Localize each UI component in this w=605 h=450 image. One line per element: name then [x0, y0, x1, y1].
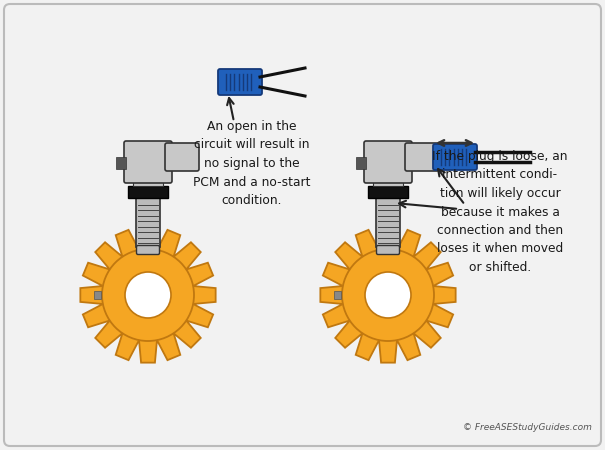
Polygon shape: [321, 227, 456, 363]
Circle shape: [342, 249, 434, 341]
Circle shape: [102, 249, 194, 341]
FancyBboxPatch shape: [433, 144, 477, 170]
Bar: [373, 181, 403, 186]
Bar: [128, 186, 168, 198]
Bar: [356, 157, 366, 169]
FancyBboxPatch shape: [376, 246, 399, 255]
Circle shape: [365, 272, 411, 318]
Polygon shape: [80, 227, 215, 363]
FancyBboxPatch shape: [4, 4, 601, 446]
FancyBboxPatch shape: [124, 141, 172, 183]
FancyBboxPatch shape: [165, 143, 199, 171]
FancyBboxPatch shape: [218, 69, 262, 95]
FancyBboxPatch shape: [405, 143, 439, 171]
Text: An open in the
circuit will result in
no signal to the
PCM and a no-start
condit: An open in the circuit will result in no…: [193, 120, 311, 207]
Bar: [116, 157, 126, 169]
Bar: [136, 195, 160, 247]
Text: If the plug is loose, an
intermittent condi-
tion will likely occur
because it m: If the plug is loose, an intermittent co…: [432, 150, 567, 274]
Circle shape: [125, 272, 171, 318]
Bar: [376, 195, 400, 247]
FancyBboxPatch shape: [137, 246, 160, 255]
Bar: [368, 186, 408, 198]
Bar: [94, 291, 101, 299]
Bar: [334, 291, 341, 299]
FancyBboxPatch shape: [364, 141, 412, 183]
Text: © FreeASEStudyGuides.com: © FreeASEStudyGuides.com: [463, 423, 592, 432]
Bar: [133, 181, 163, 186]
